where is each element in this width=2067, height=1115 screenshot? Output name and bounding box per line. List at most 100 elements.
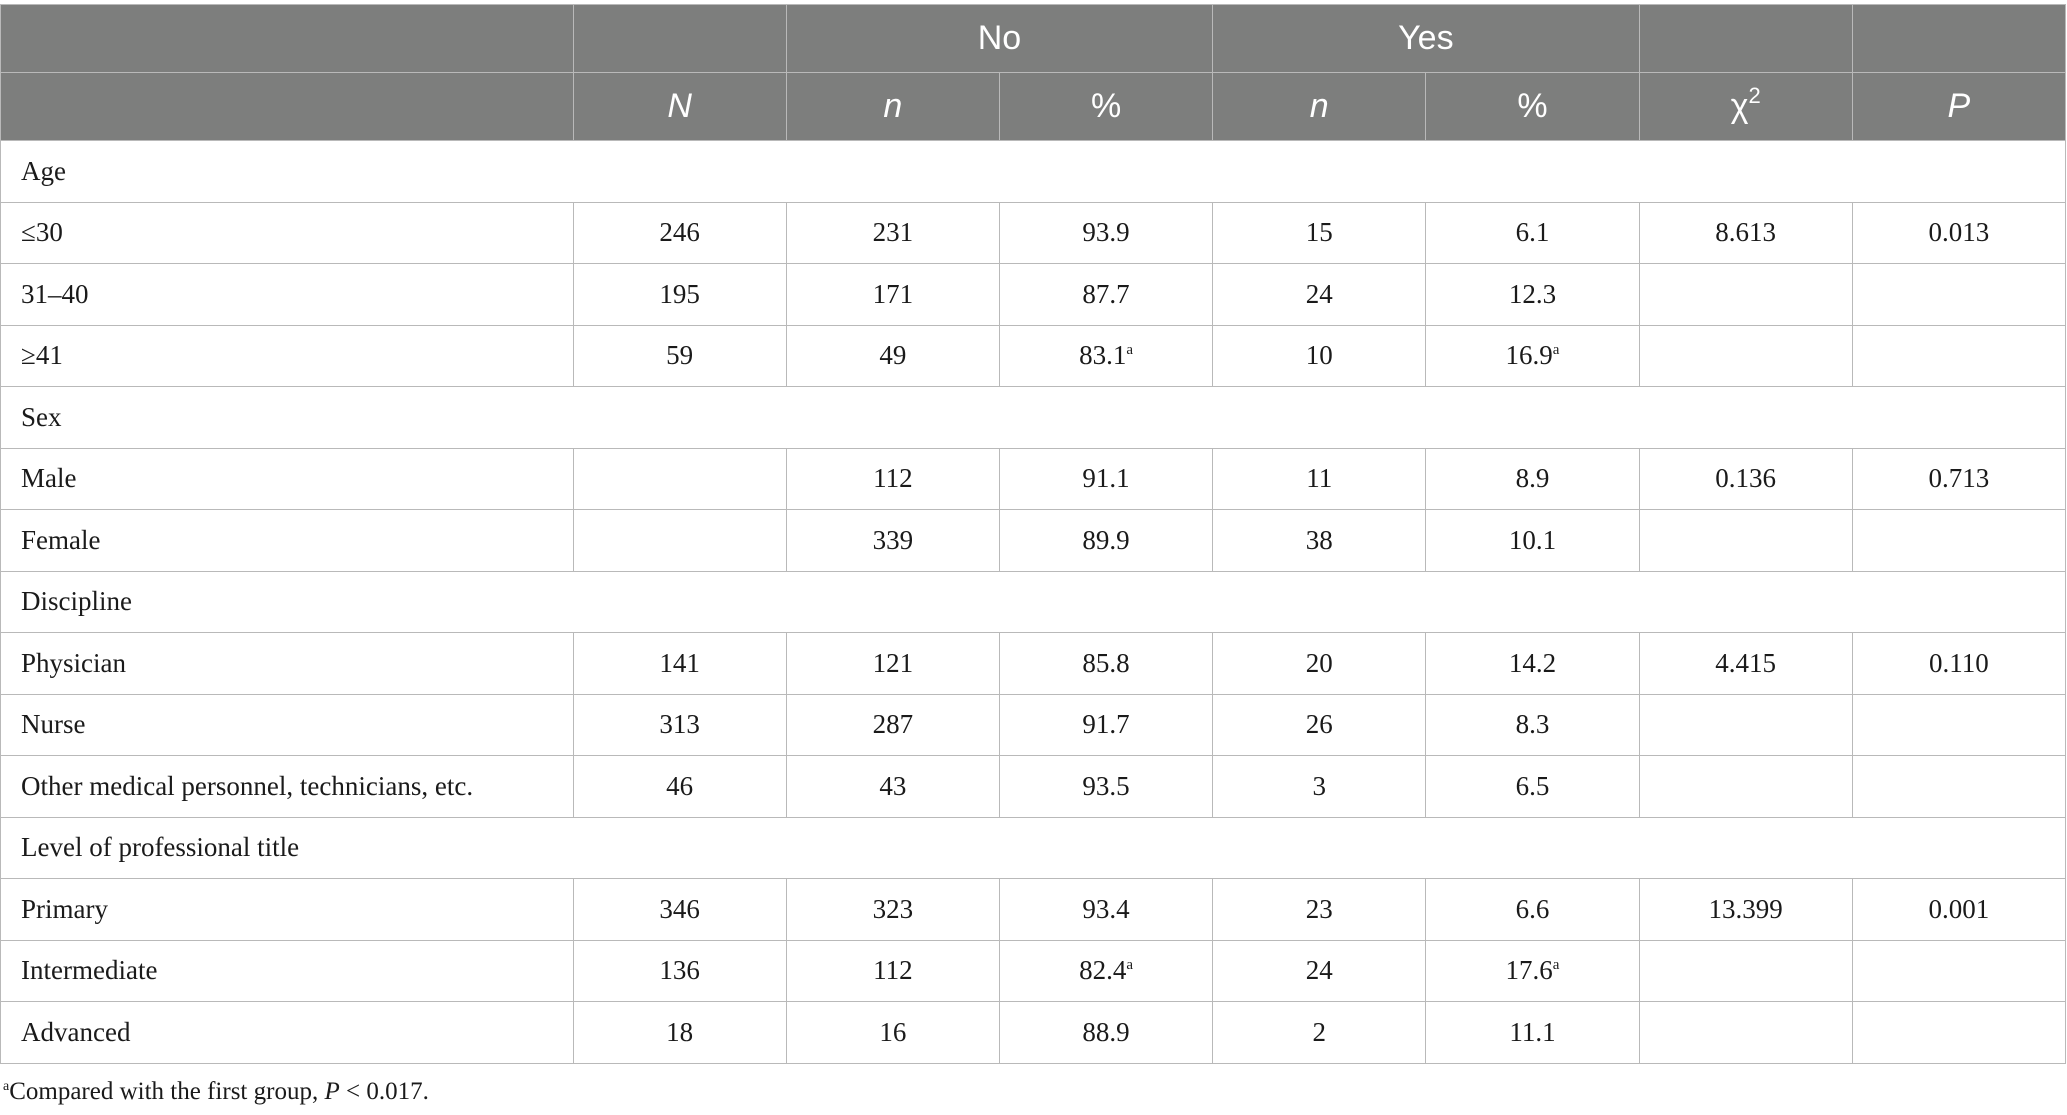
cell-yes-n-value: 24 xyxy=(1305,955,1333,986)
cell-chi-square: 4.415 xyxy=(1638,632,1853,695)
header-empty-cell xyxy=(0,72,574,141)
row-label: ≤30 xyxy=(0,201,574,264)
cell-N: 313 xyxy=(572,693,787,756)
cell-yes-n-value: 3 xyxy=(1312,770,1327,801)
cell-N: 136 xyxy=(572,939,787,1002)
cell-N-value: 141 xyxy=(659,647,700,678)
cell-yes-pct: 11.1 xyxy=(1425,1001,1640,1064)
cell-N-value: 246 xyxy=(659,217,700,248)
cell-yes-n: 23 xyxy=(1212,878,1427,941)
section-title: Age xyxy=(0,140,2066,203)
section-row-sex: Sex xyxy=(0,386,2066,449)
cell-chi-square: 0.136 xyxy=(1638,447,1853,510)
table-header: No Yes N n % n % χ2 P xyxy=(0,4,2067,141)
cell-no-n: 323 xyxy=(785,878,1000,941)
cell-no-pct-value: 82.4 xyxy=(1079,955,1127,986)
cell-yes-n-value: 23 xyxy=(1305,893,1333,924)
cell-p-value: 0.001 xyxy=(1851,878,2067,941)
table-row: Intermediate 136 112 82.4a 24 17.6a xyxy=(0,939,2067,1002)
header-row-columns: N n % n % χ2 P xyxy=(0,72,2067,141)
section-row-age: Age xyxy=(0,140,2066,203)
cell-chi-square-value: 8.613 xyxy=(1715,217,1777,248)
cell-no-pct: 91.1 xyxy=(998,447,1214,510)
cell-chi-square xyxy=(1638,324,1853,387)
cell-N-value: 346 xyxy=(659,893,700,924)
cell-yes-pct: 6.1 xyxy=(1425,201,1640,264)
row-label: Advanced xyxy=(0,1001,574,1064)
cell-no-pct-value: 88.9 xyxy=(1082,1016,1130,1047)
row-label: 31–40 xyxy=(0,263,574,326)
cell-no-pct: 89.9 xyxy=(998,509,1214,572)
cell-yes-n: 38 xyxy=(1212,509,1427,572)
header-empty-cell xyxy=(1851,4,2067,73)
header-col-yes-n: n xyxy=(1212,72,1427,141)
footnote-marker: a xyxy=(3,1079,10,1094)
footnote-p-value: < 0.017. xyxy=(339,1078,429,1105)
cell-yes-pct-value: 12.3 xyxy=(1508,278,1557,309)
cell-chi-square xyxy=(1638,755,1853,818)
chi-symbol: χ xyxy=(1730,87,1749,125)
cell-yes-pct: 6.6 xyxy=(1425,878,1640,941)
cell-p-value-value: 0.713 xyxy=(1928,463,1990,494)
cell-yes-pct-value: 8.3 xyxy=(1515,709,1550,740)
cell-yes-n-value: 15 xyxy=(1305,217,1333,248)
cell-yes-pct: 8.3 xyxy=(1425,693,1640,756)
cell-yes-n-value: 10 xyxy=(1305,340,1333,371)
cell-yes-n: 2 xyxy=(1212,1001,1427,1064)
header-group-no: No xyxy=(785,4,1214,73)
cell-p-value xyxy=(1851,509,2067,572)
cell-N-value: 59 xyxy=(666,340,694,371)
cell-chi-square-value: 0.136 xyxy=(1715,463,1777,494)
cell-yes-pct-value: 11.1 xyxy=(1509,1016,1556,1047)
cell-p-value xyxy=(1851,693,2067,756)
cell-N-value: 18 xyxy=(666,1016,694,1047)
cell-N: 246 xyxy=(572,201,787,264)
cell-no-n: 121 xyxy=(785,632,1000,695)
cell-yes-pct-value: 16.9 xyxy=(1505,340,1553,371)
row-label-value: ≤30 xyxy=(21,217,63,248)
cell-p-value-value: 0.110 xyxy=(1929,647,1989,678)
cell-no-pct-value: 91.1 xyxy=(1082,463,1130,494)
cell-no-n: 112 xyxy=(785,447,1000,510)
chi-superscript: 2 xyxy=(1748,83,1761,108)
cell-no-n-value: 323 xyxy=(872,893,914,924)
cell-yes-pct: 14.2 xyxy=(1425,632,1640,695)
table-row: 31–40 195 171 87.7 24 12.3 xyxy=(0,263,2067,326)
row-label-value: Physician xyxy=(21,647,126,678)
section-title: Level of professional title xyxy=(0,816,2066,879)
cell-yes-pct-value: 17.6 xyxy=(1505,955,1553,986)
footnote-text: Compared with the first group, xyxy=(9,1078,325,1105)
row-label-value: Male xyxy=(21,463,77,494)
cell-yes-n: 3 xyxy=(1212,755,1427,818)
cell-chi-square-value: 4.415 xyxy=(1715,647,1777,678)
cell-N-value: 136 xyxy=(659,955,700,986)
cell-yes-pct-value: 8.9 xyxy=(1515,463,1550,494)
table-row: Female 339 89.9 38 10.1 xyxy=(0,509,2067,572)
table-row: ≤30 246 231 93.9 15 6.1 8.613 0.013 xyxy=(0,201,2067,264)
header-empty-cell xyxy=(0,4,574,73)
data-table: No Yes N n % n % χ2 P Age ≤30 246 231 93.9 15… xyxy=(0,4,2067,1064)
cell-chi-square-value: 13.399 xyxy=(1708,893,1783,924)
cell-yes-n: 10 xyxy=(1212,324,1427,387)
cell-no-pct-value: 87.7 xyxy=(1082,278,1130,309)
cell-yes-n-value: 20 xyxy=(1305,647,1333,678)
superscript-marker: a xyxy=(1126,957,1134,974)
cell-no-pct: 82.4a xyxy=(998,939,1214,1002)
cell-yes-n: 24 xyxy=(1212,263,1427,326)
cell-no-pct: 83.1a xyxy=(998,324,1214,387)
header-col-no-pct: % xyxy=(998,72,1214,141)
cell-N: 18 xyxy=(572,1001,787,1064)
table-body: Age ≤30 246 231 93.9 15 6.1 8.613 0.013 31–40 195 1… xyxy=(0,140,2067,1064)
cell-chi-square xyxy=(1638,939,1853,1002)
cell-chi-square xyxy=(1638,263,1853,326)
cell-no-n-value: 171 xyxy=(872,278,914,309)
cell-yes-n-value: 38 xyxy=(1305,524,1333,555)
cell-no-pct-value: 91.7 xyxy=(1082,709,1130,740)
cell-no-n-value: 231 xyxy=(872,217,914,248)
table-row: Primary 346 323 93.4 23 6.6 13.399 0.001 xyxy=(0,878,2067,941)
cell-p-value xyxy=(1851,939,2067,1002)
cell-yes-pct-value: 14.2 xyxy=(1508,647,1557,678)
table-row: ≥41 59 49 83.1a 10 16.9a xyxy=(0,324,2067,387)
superscript-marker: a xyxy=(1552,342,1560,359)
cell-no-n: 231 xyxy=(785,201,1000,264)
